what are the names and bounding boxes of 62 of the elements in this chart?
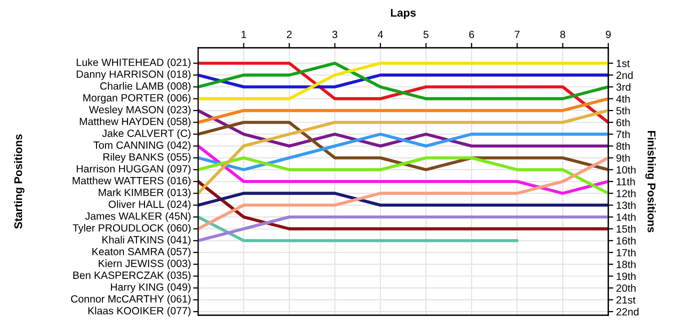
x-tick-label: 5 [424, 30, 428, 38]
line-series [198, 120, 608, 172]
text: Riley BANKS (055) [103, 152, 191, 163]
y2-tick-label: 20th [616, 284, 636, 292]
text: Keaton SAMRA (057) [92, 248, 191, 258]
text: Jake CALVERT (C) [102, 129, 191, 140]
y2-tick-label: 14th [616, 213, 636, 221]
line-series [198, 62, 608, 124]
x-tick-label: 6 [469, 30, 474, 38]
line-series [198, 62, 608, 100]
y2-tick-label: 4th [616, 94, 630, 103]
y2-tick-label: 12th [616, 190, 636, 198]
y2-tick-label: 8th [616, 142, 630, 150]
line-series [198, 132, 608, 172]
y2-tick-label: 21st [616, 296, 636, 304]
text: Connor McCARTHY (061) [71, 294, 191, 305]
text: James WALKER (45N) [85, 212, 191, 222]
text: Harry KING (049) [110, 283, 191, 293]
x-tick-label: 9 [606, 30, 611, 38]
y2-tick-label: 16th [616, 236, 636, 245]
x-tick-label: 7 [514, 30, 520, 38]
text: Morgan PORTER (006) [83, 94, 191, 104]
y2-tick-label: 1st [616, 60, 630, 68]
text: Charlie LAMB (008) [100, 82, 191, 92]
text: Klaas KOOIKER (077) [88, 306, 191, 316]
y2-axis-title: Finishing Positions [645, 131, 656, 232]
text: Oliver HALL (024) [108, 200, 191, 210]
text: Mark KIMBER (013) [98, 188, 191, 198]
y2-tick-label: 15th [616, 225, 636, 233]
y2-tick-label: 11th [616, 178, 635, 186]
x-tick-label: 1 [242, 30, 246, 38]
text: Harrison HUGGAN (097) [76, 164, 191, 175]
y2-tick-label: 18th [616, 260, 636, 268]
x-tick-label: 4 [378, 30, 384, 38]
text: Wesley MASON (023) [88, 106, 191, 116]
y2-tick-label: 6th [616, 118, 630, 126]
text: Luke WHITEHEAD (021) [76, 58, 191, 68]
y2-tick-label: 19th [616, 272, 636, 280]
text: Matthew WATTERS (016) [72, 176, 191, 186]
text: Danny HARRISON (018) [76, 70, 191, 80]
y2-tick-label: 9th [616, 154, 630, 162]
text: Khali ATKINS (041) [102, 236, 191, 246]
text: Matthew HAYDEN (058) [80, 118, 191, 128]
line-series [198, 156, 608, 230]
y2-tick-label: 5th [616, 106, 630, 114]
x-tick-label: 2 [286, 30, 292, 38]
text: Tom CANNING (042) [94, 141, 191, 151]
line-series [198, 109, 608, 195]
x-axis-title: Laps [390, 8, 416, 19]
y2-tick-label: 13th [616, 201, 636, 210]
x-tick-label: 8 [560, 30, 566, 38]
x-tick-label: 3 [332, 30, 338, 38]
text: Starting Positions [14, 134, 24, 229]
y2-tick-label: 3rd [616, 83, 630, 91]
text: Ben KASPERCZAK (035) [73, 271, 191, 281]
y2-tick-label: 7th [616, 130, 630, 138]
y2-tick-label: 22nd [616, 308, 638, 316]
text: Kiern JEWISS (003) [98, 259, 191, 270]
y2-tick-label: 10th [616, 166, 636, 174]
y2-tick-label: 17th [616, 248, 636, 256]
text: Tyler PROUDLOCK (060) [72, 224, 191, 234]
y2-tick-label: 2nd [616, 71, 633, 79]
